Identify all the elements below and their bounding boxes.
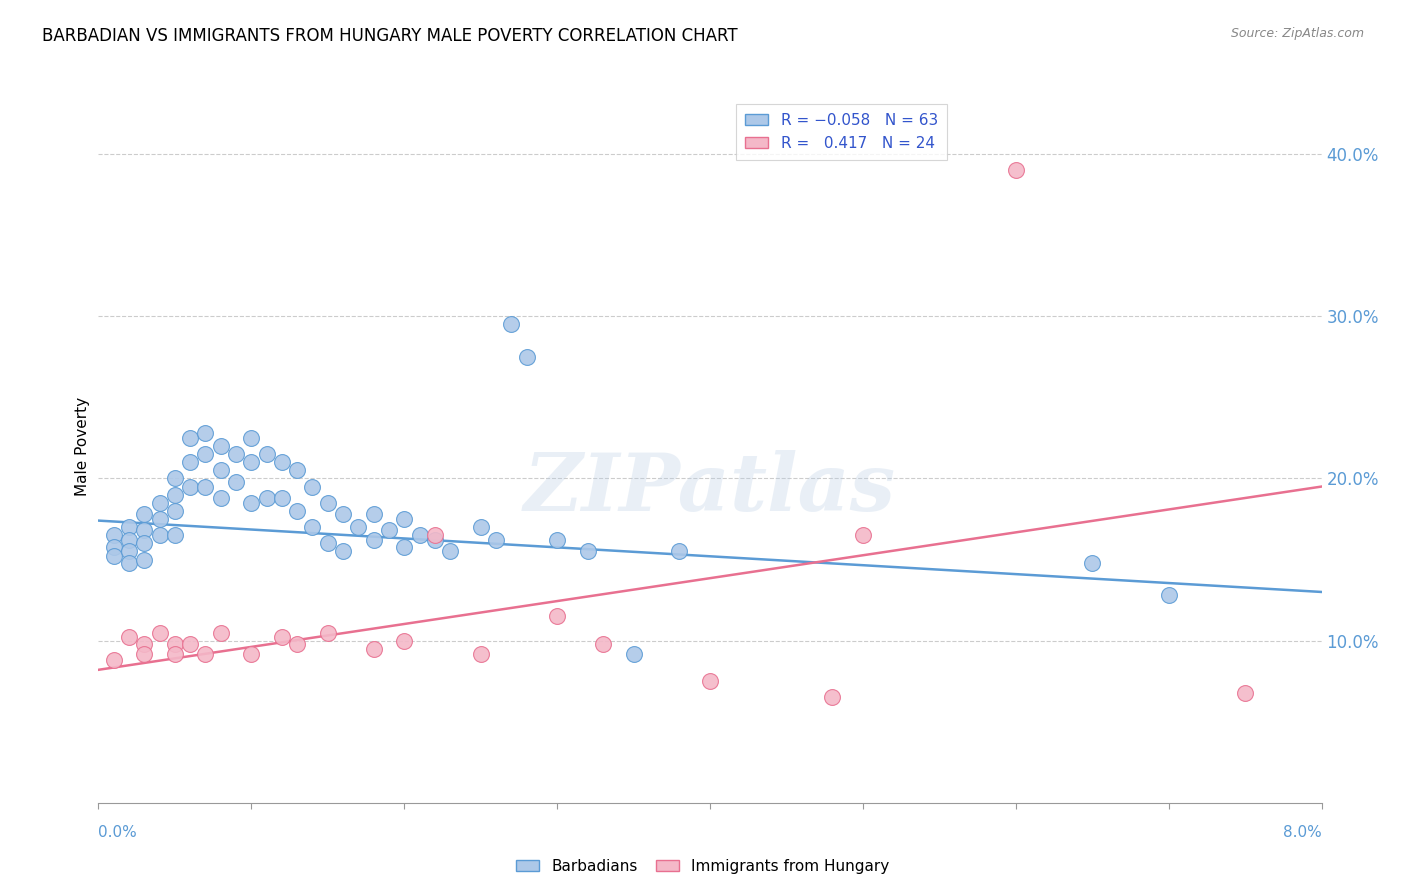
Point — [225, 447, 247, 461]
Point — [240, 647, 263, 661]
Point — [134, 524, 156, 538]
Point — [1234, 685, 1257, 699]
Point — [423, 533, 446, 547]
Point — [194, 647, 217, 661]
Point — [363, 641, 385, 656]
Point — [103, 653, 125, 667]
Point — [179, 637, 201, 651]
Point — [546, 533, 568, 547]
Point — [270, 491, 294, 505]
Point — [285, 463, 308, 477]
Legend: Barbadians, Immigrants from Hungary: Barbadians, Immigrants from Hungary — [510, 853, 896, 880]
Point — [256, 447, 278, 461]
Point — [623, 647, 645, 661]
Point — [179, 479, 201, 493]
Point — [285, 637, 308, 651]
Point — [163, 637, 186, 651]
Y-axis label: Male Poverty: Male Poverty — [75, 396, 90, 496]
Point — [852, 528, 875, 542]
Point — [392, 512, 416, 526]
Text: 8.0%: 8.0% — [1282, 825, 1322, 840]
Point — [270, 631, 294, 645]
Point — [470, 647, 492, 661]
Point — [134, 507, 156, 521]
Point — [240, 431, 263, 445]
Point — [103, 549, 125, 564]
Point — [516, 350, 538, 364]
Point — [194, 479, 217, 493]
Point — [332, 544, 354, 558]
Text: BARBADIAN VS IMMIGRANTS FROM HUNGARY MALE POVERTY CORRELATION CHART: BARBADIAN VS IMMIGRANTS FROM HUNGARY MAL… — [42, 27, 738, 45]
Point — [699, 674, 721, 689]
Point — [301, 520, 323, 534]
Point — [118, 520, 141, 534]
Point — [592, 637, 614, 651]
Point — [347, 520, 370, 534]
Point — [363, 507, 385, 521]
Point — [134, 647, 156, 661]
Point — [118, 631, 141, 645]
Point — [103, 540, 125, 554]
Point — [668, 544, 690, 558]
Point — [821, 690, 844, 705]
Point — [118, 533, 141, 547]
Point — [163, 528, 186, 542]
Point — [316, 496, 339, 510]
Point — [378, 524, 401, 538]
Text: ZIPatlas: ZIPatlas — [524, 450, 896, 527]
Point — [392, 540, 416, 554]
Point — [363, 533, 385, 547]
Point — [439, 544, 461, 558]
Point — [576, 544, 599, 558]
Point — [209, 625, 232, 640]
Point — [163, 471, 186, 485]
Point — [118, 544, 141, 558]
Point — [209, 439, 232, 453]
Point — [301, 479, 323, 493]
Point — [270, 455, 294, 469]
Point — [256, 491, 278, 505]
Point — [149, 528, 172, 542]
Point — [209, 491, 232, 505]
Point — [134, 552, 156, 566]
Text: Source: ZipAtlas.com: Source: ZipAtlas.com — [1230, 27, 1364, 40]
Point — [194, 425, 217, 440]
Point — [209, 463, 232, 477]
Point — [316, 536, 339, 550]
Point — [103, 528, 125, 542]
Point — [134, 536, 156, 550]
Point — [392, 633, 416, 648]
Point — [225, 475, 247, 489]
Point — [118, 556, 141, 570]
Point — [163, 504, 186, 518]
Point — [1004, 163, 1026, 178]
Legend: R = −0.058   N = 63, R =   0.417   N = 24: R = −0.058 N = 63, R = 0.417 N = 24 — [737, 104, 948, 160]
Point — [285, 504, 308, 518]
Point — [408, 528, 430, 542]
Point — [1157, 588, 1180, 602]
Point — [546, 609, 568, 624]
Point — [485, 533, 508, 547]
Point — [163, 488, 186, 502]
Point — [149, 625, 172, 640]
Point — [134, 637, 156, 651]
Point — [194, 447, 217, 461]
Point — [1081, 556, 1104, 570]
Point — [240, 496, 263, 510]
Text: 0.0%: 0.0% — [98, 825, 138, 840]
Point — [179, 431, 201, 445]
Point — [501, 318, 523, 332]
Point — [179, 455, 201, 469]
Point — [240, 455, 263, 469]
Point — [316, 625, 339, 640]
Point — [149, 496, 172, 510]
Point — [149, 512, 172, 526]
Point — [423, 528, 446, 542]
Point — [332, 507, 354, 521]
Point — [470, 520, 492, 534]
Point — [163, 647, 186, 661]
